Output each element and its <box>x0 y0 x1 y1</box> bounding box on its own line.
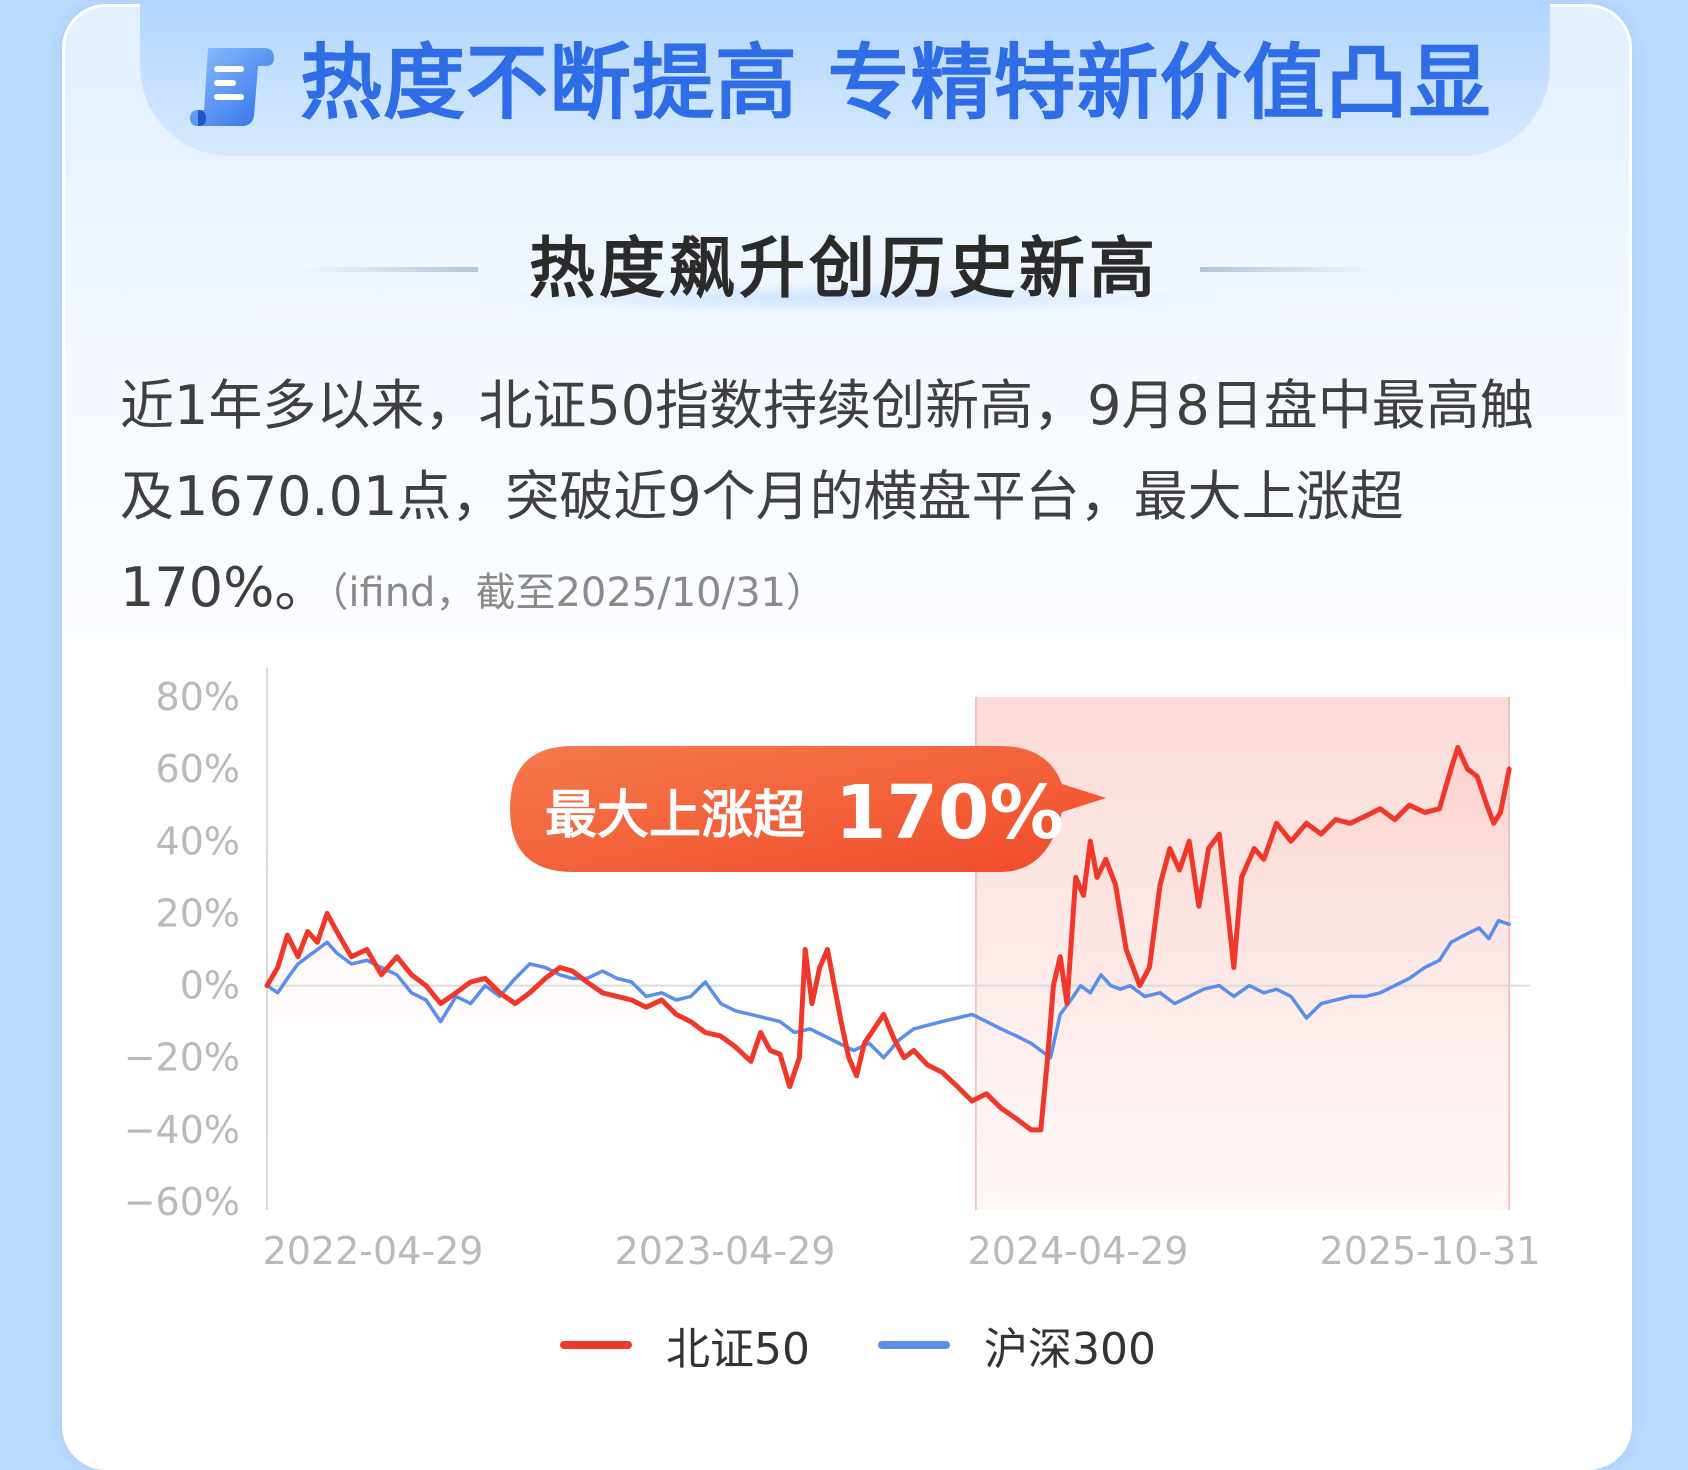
legend-swatch-hs300 <box>878 1341 950 1349</box>
y-tick-label: 0% <box>180 964 240 1008</box>
legend-label-bz50: 北证50 <box>666 1324 810 1375</box>
legend-label-hs300: 沪深300 <box>984 1324 1156 1375</box>
y-tick-label: 40% <box>156 819 240 863</box>
header-banner <box>140 4 1550 156</box>
source-note: （ifind，截至2025/10/31） <box>328 570 826 616</box>
title-glow <box>470 282 1220 314</box>
callout-shape <box>510 746 1106 872</box>
banner-title: 热度不断提高 专精特新价值凸显 <box>300 36 1492 131</box>
heading-rule-right <box>1200 267 1378 272</box>
description-paragraph: 近1年多以来，北证50指数持续创新高，9月8日盘中最高触及1670.01点，突破… <box>120 360 1580 639</box>
scroll-icon <box>190 48 274 126</box>
y-tick-label: 20% <box>156 891 240 935</box>
x-tick-label: 2025-10-31 <box>1320 1229 1541 1273</box>
y-tick-label: −60% <box>124 1180 240 1224</box>
heading-rule-left <box>300 267 478 272</box>
x-tick-label: 2024-04-29 <box>968 1229 1189 1273</box>
series-line-bz50 <box>264 745 1512 1133</box>
x-tick-label: 2022-04-29 <box>263 1229 484 1273</box>
callout-bubble: 最大上涨超 170% <box>510 746 1106 872</box>
series-line-hs300 <box>265 918 1511 1060</box>
y-tick-label: 80% <box>156 675 240 719</box>
section-heading: 热度飙升创历史新高 <box>0 226 1688 316</box>
y-tick-label: −20% <box>124 1036 240 1080</box>
section-title: 热度飙升创历史新高 <box>529 230 1159 307</box>
legend-swatch-bz50 <box>560 1341 632 1349</box>
series-area-bz50 <box>267 747 1510 1202</box>
line-chart: 80% 60% 40% 20% 0% −20% −40% −60% 2022-04-29 2023… <box>124 668 1541 1273</box>
callout-text: 最大上涨超 <box>545 786 806 846</box>
y-tick-label: 60% <box>156 747 240 791</box>
chart-legend: 北证50 沪深300 <box>0 1310 1688 1380</box>
x-tick-label: 2023-04-29 <box>615 1229 836 1273</box>
description-text: 近1年多以来，北证50指数持续创新高，9月8日盘中最高触及1670.01点，突破… <box>120 374 1534 619</box>
legend-item-hs300: 沪深300 <box>878 1310 1156 1380</box>
y-tick-label: −40% <box>124 1108 240 1152</box>
callout-value: 170% <box>835 770 1064 856</box>
legend-item-bz50: 北证50 <box>560 1310 810 1380</box>
